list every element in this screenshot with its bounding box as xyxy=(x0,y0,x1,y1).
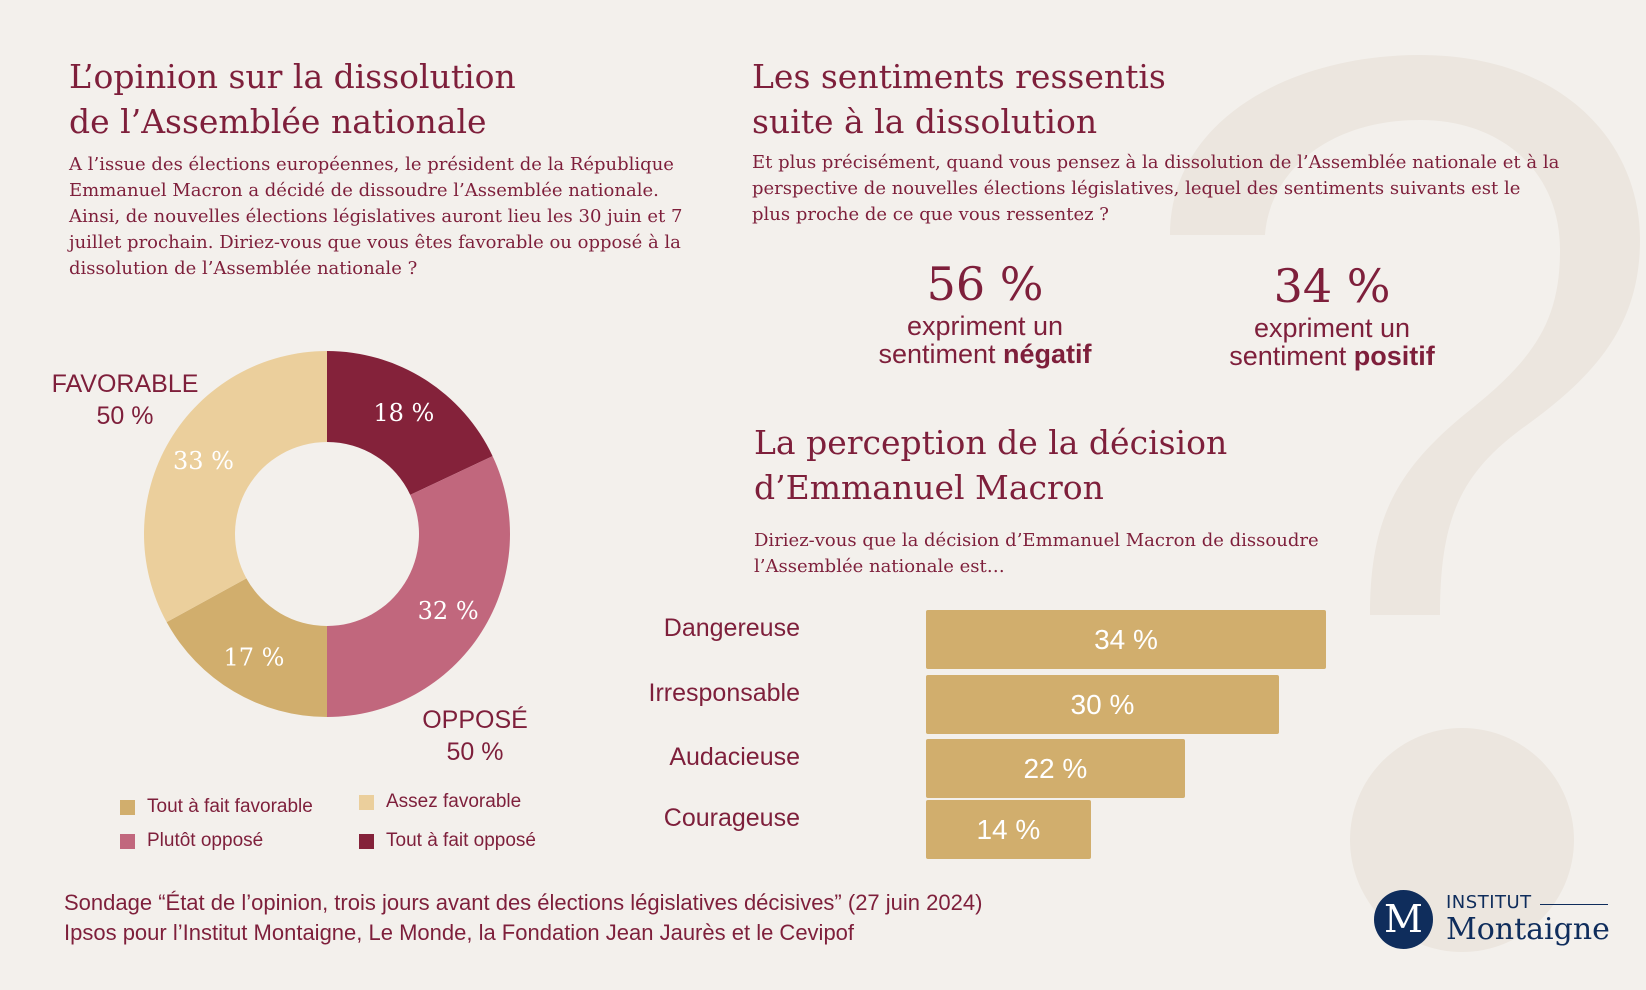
donut-value-label: 18 % xyxy=(373,399,434,427)
right-title-line2: suite à la dissolution xyxy=(752,102,1098,141)
perception-bar-chart: Dangereuse 34 % Irresponsable 30 % Audacieus… xyxy=(649,606,1340,866)
legend-item-tout-favorable: Tout à fait favorable xyxy=(120,796,313,818)
logo-rule xyxy=(1540,904,1608,905)
favorable-value: 50 % xyxy=(96,402,154,430)
bar xyxy=(926,739,1185,798)
donut-legend: Tout à fait favorable Assez favorable Pl… xyxy=(120,791,560,866)
bar-category-label: Courageuse xyxy=(663,804,800,832)
positive-caption-bold: positif xyxy=(1353,341,1435,371)
logo-bottom-text: Montaigne xyxy=(1446,912,1610,947)
legend-label: Tout à fait opposé xyxy=(386,830,536,851)
negative-sentiment-stat: 56 % expriment un sentiment négatif xyxy=(820,256,1150,368)
legend-item-tout-oppose: Tout à fait opposé xyxy=(359,830,536,852)
oppose-value: 50 % xyxy=(446,738,504,766)
left-title-line2: de l’Assemblée nationale xyxy=(69,102,487,141)
favorable-group-label: FAVORABLE 50 % xyxy=(40,368,210,432)
donut-value-label: 32 % xyxy=(418,597,479,625)
left-title-line1: L’opinion sur la dissolution xyxy=(69,57,516,96)
bar xyxy=(926,610,1326,669)
negative-caption-prefix: sentiment xyxy=(878,339,1004,369)
bar-row: Irresponsable 30 % xyxy=(649,671,1340,734)
perception-title-line1: La perception de la décision xyxy=(754,423,1228,462)
negative-caption-bold: négatif xyxy=(1003,339,1092,369)
bar-value-label: 34 % xyxy=(1094,624,1158,655)
legend-swatch xyxy=(359,794,374,810)
positive-caption-prefix: sentiment xyxy=(1229,341,1354,371)
donut-chart: 18 % 32 % 17 % 33 % xyxy=(144,351,510,717)
legend-item-assez-favorable: Assez favorable xyxy=(359,791,521,813)
perception-title-line2: d’Emmanuel Macron xyxy=(754,468,1104,507)
positive-caption-line1: expriment un xyxy=(1253,313,1411,343)
right-section-title: Les sentiments ressentis suite à la diss… xyxy=(752,54,1312,144)
legend-label: Plutôt opposé xyxy=(147,830,264,851)
bar-category-label: Irresponsable xyxy=(648,679,800,707)
bar-value-label: 30 % xyxy=(1070,689,1135,720)
bar-category-label: Audacieuse xyxy=(669,743,800,771)
logo-top-text: INSTITUT xyxy=(1446,892,1532,913)
slice-assez-favorable xyxy=(144,351,327,623)
slice-tout-favorable xyxy=(166,578,327,717)
oppose-group-label: OPPOSÉ 50 % xyxy=(400,704,550,768)
negative-caption: expriment un sentiment négatif xyxy=(820,312,1150,368)
slice-tout-oppose xyxy=(327,351,493,495)
favorable-label: FAVORABLE xyxy=(51,370,199,398)
negative-value: 56 % xyxy=(926,257,1044,311)
left-section-title: L’opinion sur la dissolution de l’Assemb… xyxy=(69,54,629,144)
source-line1: Sondage “État de l’opinion, trois jours … xyxy=(64,890,983,915)
positive-caption-line2: sentiment positif xyxy=(1172,342,1492,370)
legend-swatch xyxy=(120,833,135,849)
source-line2: Ipsos pour l’Institut Montaigne, Le Mond… xyxy=(64,920,855,945)
legend-swatch xyxy=(120,799,135,815)
negative-caption-line1: expriment un xyxy=(906,311,1064,341)
bar-category-label: Dangereuse xyxy=(663,614,800,642)
slice-plutot-oppose xyxy=(327,456,510,717)
bar xyxy=(926,675,1279,734)
positive-value: 34 % xyxy=(1273,259,1391,313)
negative-caption-line2: sentiment négatif xyxy=(820,340,1150,368)
right-question-text: Et plus précisément, quand vous pensez à… xyxy=(752,152,1560,225)
bar-value-label: 22 % xyxy=(1023,753,1088,784)
legend-label: Tout à fait favorable xyxy=(147,796,313,817)
perception-section-title: La perception de la décision d’Emmanuel … xyxy=(754,420,1314,510)
donut-value-label: 17 % xyxy=(223,644,284,672)
left-question-text: A l’issue des élections européennes, le … xyxy=(69,154,683,279)
positive-sentiment-stat: 34 % expriment un sentiment positif xyxy=(1172,258,1492,370)
bar-value-label: 14 % xyxy=(976,814,1041,845)
perception-question-text: Diriez-vous que la décision d’Emmanuel M… xyxy=(754,530,1319,577)
donut-value-label: 33 % xyxy=(173,447,234,475)
bar-row: Audacieuse 22 % xyxy=(669,735,1340,798)
legend-item-plutot-oppose: Plutôt opposé xyxy=(120,830,263,852)
bar xyxy=(926,800,1091,859)
logo-monogram: M xyxy=(1374,890,1433,949)
source-note: Sondage “État de l’opinion, trois jours … xyxy=(64,888,1264,948)
positive-caption: expriment un sentiment positif xyxy=(1172,314,1492,370)
bar-row: Dangereuse 34 % xyxy=(664,606,1340,669)
institut-montaigne-logo: M INSTITUT Montaigne xyxy=(1374,890,1614,952)
legend-swatch xyxy=(359,833,374,849)
bar-row: Courageuse 14 % xyxy=(664,796,1340,859)
right-title-line1: Les sentiments ressentis xyxy=(752,57,1166,96)
oppose-label: OPPOSÉ xyxy=(422,706,528,734)
legend-label: Assez favorable xyxy=(386,791,522,812)
